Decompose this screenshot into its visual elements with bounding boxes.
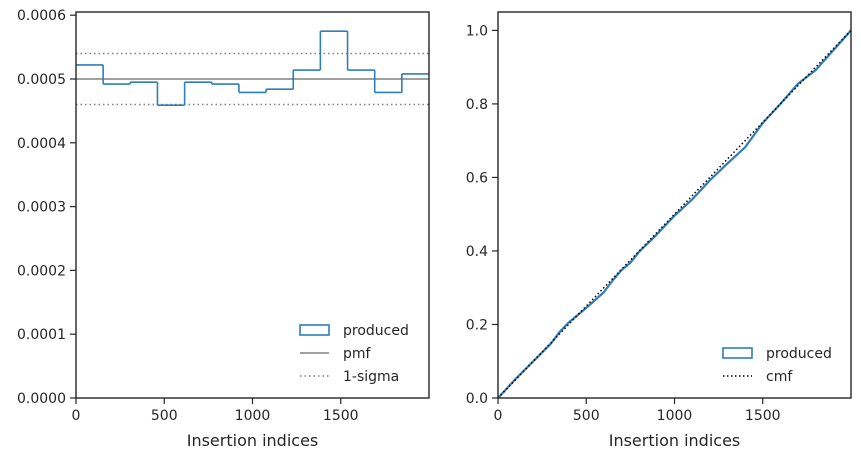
cumulative-panel: 0 500 1000 1500 0.0 0.2 0.4 0.6 0.8 1.0 Insertion…: [466, 11, 852, 450]
x-tick-label: 500: [573, 408, 600, 424]
histogram-xlabel: Insertion indices: [187, 431, 319, 450]
y-tick-label: 0.0: [466, 391, 488, 407]
x-tick-label: 1500: [323, 408, 359, 424]
x-tick-label: 1000: [657, 408, 693, 424]
histogram-legend: produced pmf 1-sigma: [299, 323, 409, 385]
legend-produced-label: produced: [766, 346, 832, 362]
legend-produced-swatch: [722, 347, 753, 359]
y-tick-label: 0.6: [466, 170, 488, 186]
histogram-axes-frame: [75, 11, 430, 399]
y-tick-label: 0.2: [466, 317, 488, 333]
histogram-ticks: 0 500 1000 1500 0.0000 0.0001 0.0002 0.0003 0.00…: [17, 8, 359, 424]
cumulative-ticks: 0 500 1000 1500 0.0 0.2 0.4 0.6 0.8 1.0: [466, 23, 781, 424]
cumulative-axes-frame: [497, 11, 852, 399]
y-tick-label: 0.0004: [17, 136, 66, 152]
cumulative-marks: [497, 29, 852, 399]
x-tick-label: 500: [151, 408, 178, 424]
y-tick-label: 0.8: [466, 97, 488, 113]
y-tick-label: 1.0: [466, 23, 488, 39]
y-tick-label: 0.0006: [17, 8, 66, 24]
x-tick-label: 0: [72, 408, 81, 424]
legend-cmf-label: cmf: [766, 369, 793, 385]
y-tick-label: 0.4: [466, 244, 488, 260]
x-tick-label: 1500: [745, 408, 781, 424]
y-tick-label: 0.0000: [17, 391, 66, 407]
histogram-marks: [76, 30, 429, 106]
y-tick-label: 0.0003: [17, 200, 66, 216]
legend-pmf-label: pmf: [343, 346, 372, 362]
y-tick-label: 0.0002: [17, 263, 66, 279]
y-tick-label: 0.0005: [17, 72, 66, 88]
histogram-panel: 0 500 1000 1500 0.0000 0.0001 0.0002 0.0003 0.00…: [17, 8, 430, 450]
cumulative-legend: produced cmf: [722, 346, 832, 385]
legend-produced-label: produced: [343, 323, 409, 339]
legend-sigma-label: 1-sigma: [343, 369, 399, 385]
legend-produced-swatch: [299, 324, 330, 336]
x-tick-label: 0: [494, 408, 503, 424]
cumulative-xlabel: Insertion indices: [609, 431, 741, 450]
cmf-line: [497, 29, 852, 399]
x-tick-label: 1000: [235, 408, 271, 424]
y-tick-label: 0.0001: [17, 327, 66, 343]
